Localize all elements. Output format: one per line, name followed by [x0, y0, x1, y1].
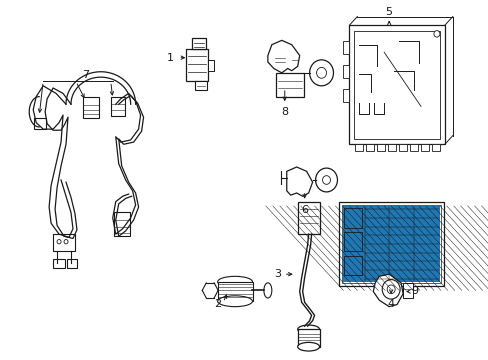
Circle shape: [57, 239, 61, 244]
Text: 8: 8: [281, 107, 288, 117]
Bar: [376, 144, 385, 151]
Bar: [354, 31, 439, 139]
Bar: [409, 144, 417, 151]
Bar: [208, 60, 214, 71]
Bar: [342, 205, 440, 283]
Bar: [34, 118, 46, 129]
Bar: [186, 49, 208, 81]
Bar: [53, 259, 65, 268]
Circle shape: [316, 67, 326, 78]
Ellipse shape: [217, 296, 252, 307]
Bar: [297, 329, 319, 347]
Bar: [195, 81, 207, 90]
Circle shape: [433, 31, 439, 37]
Text: 1: 1: [166, 53, 174, 63]
Text: 4: 4: [387, 300, 394, 310]
Text: 7: 7: [82, 70, 89, 80]
Circle shape: [315, 168, 337, 192]
Circle shape: [322, 176, 330, 184]
Bar: [344, 208, 362, 228]
Bar: [339, 202, 443, 286]
Polygon shape: [372, 274, 402, 307]
Bar: [275, 73, 303, 96]
Text: 3: 3: [274, 269, 281, 279]
Ellipse shape: [297, 342, 319, 351]
Bar: [387, 144, 395, 151]
Bar: [398, 144, 406, 151]
Bar: [344, 256, 362, 275]
Bar: [343, 89, 349, 102]
Ellipse shape: [264, 283, 271, 298]
Bar: [67, 259, 77, 268]
Circle shape: [64, 239, 68, 244]
Text: 2: 2: [214, 300, 221, 310]
Bar: [343, 65, 349, 78]
Circle shape: [386, 285, 394, 294]
Bar: [402, 283, 412, 298]
Bar: [218, 282, 252, 301]
Circle shape: [382, 280, 399, 299]
Bar: [192, 38, 206, 49]
Bar: [344, 232, 362, 251]
Bar: [420, 144, 428, 151]
Polygon shape: [286, 167, 312, 196]
Text: 6: 6: [301, 205, 307, 215]
Text: 9: 9: [410, 287, 418, 297]
Polygon shape: [267, 40, 299, 73]
Bar: [343, 206, 439, 282]
Bar: [111, 96, 124, 116]
Ellipse shape: [217, 276, 252, 287]
Bar: [355, 144, 363, 151]
Bar: [343, 41, 349, 54]
Bar: [83, 96, 99, 118]
Ellipse shape: [297, 325, 319, 334]
Circle shape: [309, 60, 333, 86]
Bar: [349, 25, 444, 144]
Bar: [431, 144, 439, 151]
Bar: [366, 144, 373, 151]
Bar: [53, 234, 75, 251]
Text: 5: 5: [385, 7, 392, 17]
Bar: [114, 212, 129, 236]
Bar: [297, 202, 319, 234]
